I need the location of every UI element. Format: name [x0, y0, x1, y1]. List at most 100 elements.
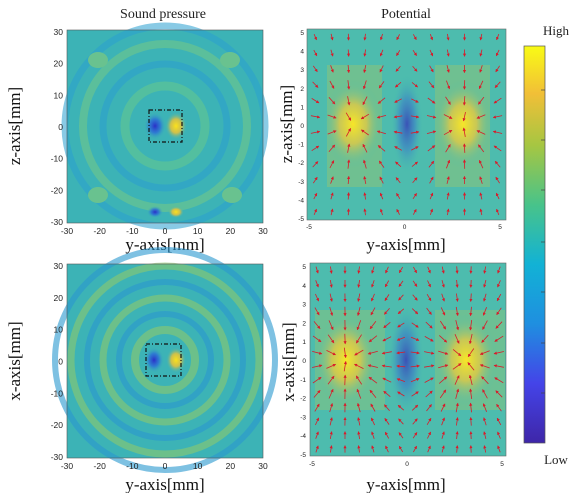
force-arrow	[478, 144, 485, 153]
sound-bottom-frame	[66, 263, 264, 459]
force-arrow	[454, 334, 460, 344]
force-arrow	[354, 349, 364, 356]
y-tick-label: -1	[298, 142, 304, 149]
force-arrow	[356, 402, 361, 413]
force-arrow	[363, 175, 367, 184]
y-tick-label: -20	[51, 420, 64, 430]
force-arrow	[312, 65, 318, 73]
force-arrow	[384, 280, 390, 288]
force-arrow	[476, 114, 486, 119]
force-arrow	[328, 388, 334, 399]
force-arrow	[479, 364, 490, 369]
force-arrow	[396, 34, 400, 41]
force-arrow	[330, 33, 334, 41]
force-arrow	[497, 266, 501, 274]
force-arrow	[429, 208, 433, 216]
panel-title: Sound pressure	[120, 7, 206, 22]
force-arrow	[455, 306, 459, 317]
force-arrow	[446, 33, 450, 41]
potential-top-low-center	[391, 74, 423, 174]
force-arrow	[395, 161, 402, 167]
sound-top-edge-high	[168, 206, 184, 218]
force-arrow	[312, 376, 322, 384]
force-arrow	[427, 280, 431, 288]
force-arrow	[329, 417, 333, 426]
y-tick-label: 5	[300, 30, 304, 37]
force-arrow	[357, 293, 361, 302]
sound-top-x-ticks: -30 -20 -10 0 10 20 30	[61, 226, 268, 236]
force-arrow	[367, 350, 378, 355]
force-arrow	[462, 127, 466, 137]
force-arrow	[495, 321, 503, 329]
force-arrow	[394, 146, 402, 151]
y-tick-label: 3	[302, 302, 306, 309]
force-arrow	[384, 294, 390, 302]
x-tick-label: 5	[498, 224, 502, 231]
y-axis-label: x-axis[mm]	[5, 321, 24, 400]
force-arrow	[398, 445, 404, 453]
force-arrow	[362, 96, 368, 106]
force-arrow	[384, 404, 390, 412]
potential-bottom-high-left	[314, 314, 378, 406]
force-arrow	[312, 364, 323, 368]
force-arrow	[412, 49, 417, 56]
force-arrow	[493, 351, 504, 355]
force-arrow	[429, 65, 434, 73]
potential-bottom-x-ticks: -5 0 5	[309, 461, 504, 468]
force-arrow	[368, 376, 378, 384]
force-arrow	[493, 145, 502, 152]
force-arrow	[313, 192, 318, 200]
force-arrow	[446, 49, 450, 57]
force-arrow	[441, 417, 445, 426]
y-tick-label: -1	[300, 377, 306, 384]
force-arrow	[469, 388, 473, 399]
force-arrow	[469, 306, 473, 317]
y-tick-label: 2	[302, 320, 306, 327]
force-arrow	[343, 347, 347, 359]
y-tick-label: -3	[298, 179, 304, 186]
x-tick-label: -20	[94, 461, 107, 471]
force-arrow	[328, 320, 334, 331]
force-arrow	[469, 416, 473, 426]
force-arrow	[455, 431, 459, 440]
force-arrow	[313, 208, 317, 216]
potential-top-force-arrows	[310, 33, 503, 216]
force-arrow	[426, 130, 437, 134]
force-arrow	[311, 98, 320, 104]
potential-bottom-low-center	[388, 305, 424, 415]
force-arrow	[377, 97, 386, 104]
force-arrow	[314, 403, 320, 412]
force-arrow	[446, 192, 450, 200]
y-tick-label: 10	[54, 325, 64, 335]
y-tick-label: 4	[302, 283, 306, 290]
force-arrow	[426, 307, 432, 315]
force-arrow	[395, 177, 401, 184]
force-arrow	[438, 376, 448, 384]
potential-bottom-force-arrows	[312, 266, 504, 453]
force-arrow	[371, 280, 375, 288]
force-arrow	[494, 81, 501, 88]
force-arrow	[310, 115, 321, 119]
force-arrow	[496, 293, 502, 302]
force-arrow	[381, 351, 392, 355]
force-arrow	[455, 388, 460, 399]
potential-top-y-ticks: 5 4 3 2 1 0 -1 -2 -3 -4 -5	[298, 30, 304, 223]
force-arrow	[410, 130, 420, 134]
force-arrow	[429, 49, 434, 57]
force-arrow	[492, 115, 503, 119]
y-tick-label: 1	[302, 339, 306, 346]
force-arrow	[330, 49, 334, 57]
potential-bottom-y-ticks: 5 4 3 2 1 0 -1 -2 -3 -4 -5	[300, 264, 306, 459]
y-tick-label: -2	[300, 396, 306, 403]
force-arrow	[455, 279, 459, 288]
force-arrow	[446, 159, 451, 169]
force-arrow	[482, 389, 488, 399]
force-arrow	[479, 208, 483, 216]
force-arrow	[467, 348, 475, 358]
force-arrow	[357, 306, 361, 317]
force-arrow	[496, 403, 502, 412]
force-arrow	[398, 418, 404, 425]
force-arrow	[468, 333, 473, 345]
force-arrow	[329, 431, 333, 439]
force-arrow	[483, 445, 487, 453]
